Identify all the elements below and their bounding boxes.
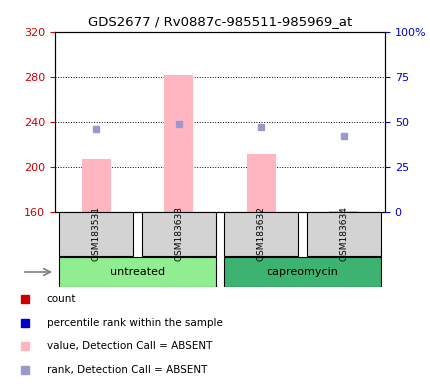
Text: GSM183634: GSM183634 [339,206,348,261]
Bar [141,212,216,255]
Text: percentile rank within the sample: percentile rank within the sample [46,318,222,328]
Text: rank, Detection Call = ABSENT: rank, Detection Call = ABSENT [46,365,207,375]
Bar [164,75,193,212]
Text: value, Detection Call = ABSENT: value, Detection Call = ABSENT [46,341,212,351]
Text: GSM183531: GSM183531 [92,206,101,261]
Bar [247,154,276,212]
Bar [307,212,381,255]
Bar [329,211,358,212]
Bar [59,257,216,287]
Bar [224,257,381,287]
Text: GSM183633: GSM183633 [174,206,183,261]
Text: count: count [46,294,76,304]
Bar [59,212,133,255]
Bar [82,159,111,212]
Text: capreomycin: capreomycin [267,267,338,277]
Bar [224,212,298,255]
Text: GSM183632: GSM183632 [257,206,266,261]
Title: GDS2677 / Rv0887c-985511-985969_at: GDS2677 / Rv0887c-985511-985969_at [88,15,352,28]
Text: untreated: untreated [110,267,165,277]
